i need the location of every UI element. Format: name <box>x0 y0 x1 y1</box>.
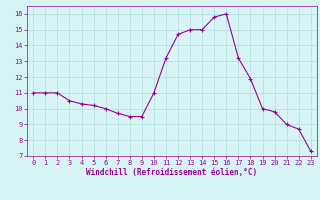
X-axis label: Windchill (Refroidissement éolien,°C): Windchill (Refroidissement éolien,°C) <box>86 168 258 177</box>
